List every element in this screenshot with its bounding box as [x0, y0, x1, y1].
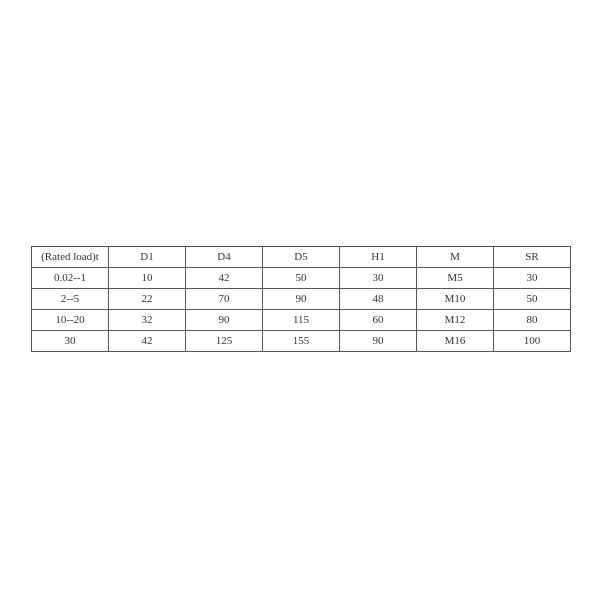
table-cell: 60	[339, 309, 417, 331]
table-row: 0.02--1 10 42 50 30 M5 30	[31, 267, 571, 289]
table-cell: 30	[493, 267, 571, 289]
table-cell: 80	[493, 309, 571, 331]
table-cell: 50	[493, 288, 571, 310]
table-row: 30 42 125 155 90 M16 100	[31, 330, 571, 352]
table-row: 10--20 32 90 115 60 M12 80	[31, 309, 571, 331]
table-cell: 30	[339, 267, 417, 289]
table-cell: 22	[108, 288, 186, 310]
table-cell: 32	[108, 309, 186, 331]
table-cell: M12	[416, 309, 494, 331]
table-cell: 50	[262, 267, 340, 289]
table-cell: M5	[416, 267, 494, 289]
table-cell: 10--20	[31, 309, 109, 331]
header-cell: SR	[493, 246, 571, 268]
table-cell: 2--5	[31, 288, 109, 310]
table-cell: M10	[416, 288, 494, 310]
table-cell: 100	[493, 330, 571, 352]
table-cell: 90	[185, 309, 263, 331]
table-cell: 155	[262, 330, 340, 352]
header-cell: D4	[185, 246, 263, 268]
table-cell: M16	[416, 330, 494, 352]
table-cell: 70	[185, 288, 263, 310]
table-cell: 90	[339, 330, 417, 352]
header-row: (Rated load)t D1 D4 D5 H1 M SR	[31, 246, 571, 268]
table-cell: 115	[262, 309, 340, 331]
header-cell: D5	[262, 246, 340, 268]
table-cell: 125	[185, 330, 263, 352]
table-cell: 48	[339, 288, 417, 310]
header-cell: (Rated load)t	[31, 246, 109, 268]
table-cell: 42	[185, 267, 263, 289]
table-cell: 0.02--1	[31, 267, 109, 289]
header-cell: H1	[339, 246, 417, 268]
header-cell: M	[416, 246, 494, 268]
table-cell: 30	[31, 330, 109, 352]
table-row: 2--5 22 70 90 48 M10 50	[31, 288, 571, 310]
table-cell: 42	[108, 330, 186, 352]
table-cell: 10	[108, 267, 186, 289]
spec-table: (Rated load)t D1 D4 D5 H1 M SR 0.02--1 10 42 50 30 M…	[31, 246, 571, 352]
table-cell: 90	[262, 288, 340, 310]
header-cell: D1	[108, 246, 186, 268]
